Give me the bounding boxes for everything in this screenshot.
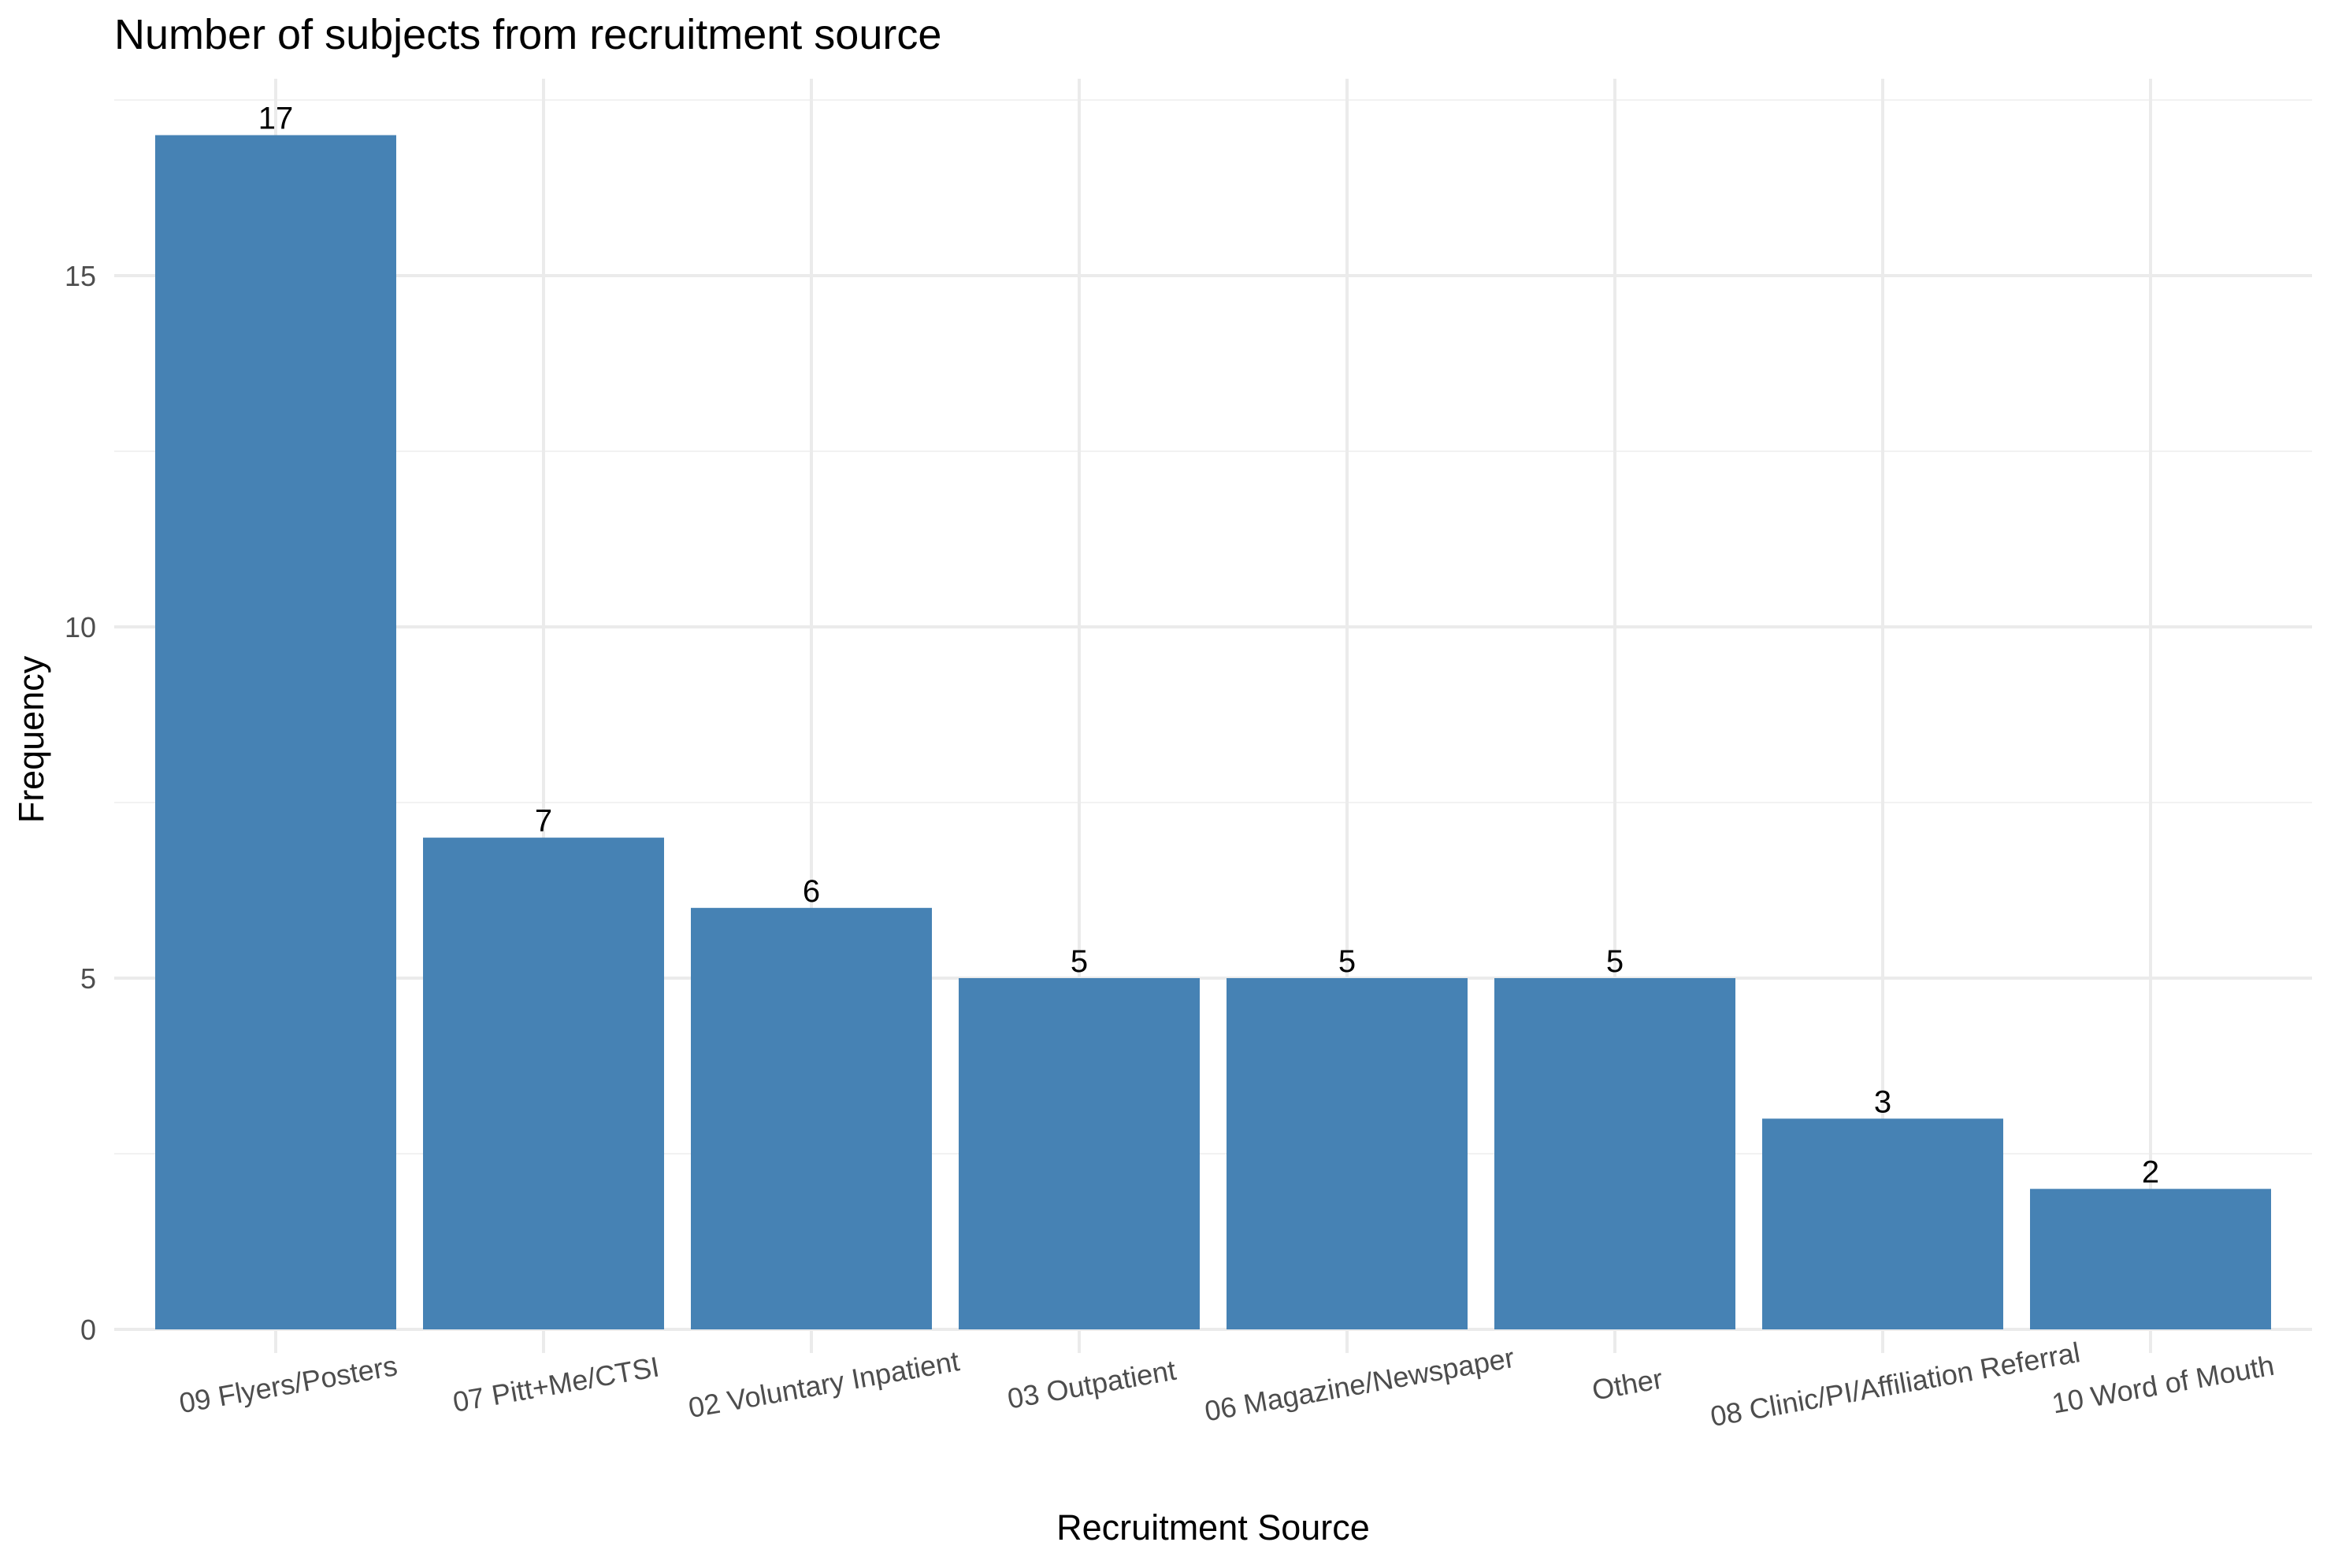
- y-tick-label: 5: [80, 962, 96, 995]
- bar: [2030, 1188, 2271, 1329]
- bars: [155, 135, 2271, 1330]
- bar: [1227, 978, 1468, 1329]
- bar-value-label: 5: [1071, 944, 1088, 979]
- bar-value-label: 7: [535, 804, 552, 839]
- x-tick-label: 02 Voluntary Inpatient: [686, 1344, 962, 1424]
- y-tick-label: 0: [80, 1314, 96, 1346]
- y-tick-label: 15: [65, 260, 96, 292]
- bar: [1762, 1118, 2003, 1329]
- x-tick-label: 10 Word of Mouth: [2050, 1349, 2277, 1420]
- x-tick-label: 08 Clinic/PI/Affiliation Referral: [1708, 1336, 2082, 1433]
- bar-value-label: 3: [1874, 1084, 1891, 1119]
- bar-value-labels: 17 7 6 5 5 5 3 2: [258, 102, 2159, 1190]
- x-tick-label: 03 Outpatient: [1005, 1354, 1178, 1415]
- bar-value-label: 5: [1606, 944, 1624, 979]
- x-tick-label: 06 Magazine/Newspaper: [1202, 1341, 1516, 1428]
- chart-title: Number of subjects from recruitment sour…: [114, 11, 941, 58]
- x-axis-title: Recruitment Source: [1056, 1507, 1370, 1548]
- y-axis-title: Frequency: [11, 655, 51, 823]
- bar-value-label: 6: [803, 874, 820, 909]
- bar-value-label: 5: [1338, 944, 1356, 979]
- y-tick-label: 10: [65, 611, 96, 643]
- bar-value-label: 17: [258, 102, 294, 136]
- x-tick-label: 09 Flyers/Posters: [176, 1349, 399, 1419]
- bar: [691, 907, 932, 1329]
- bar: [1494, 978, 1735, 1329]
- bar: [155, 135, 396, 1330]
- x-tick-label: 07 Pitt+Me/CTSI: [451, 1350, 662, 1418]
- y-axis-ticks: 0 5 10 15: [65, 260, 96, 1346]
- bar-value-label: 2: [2142, 1155, 2159, 1190]
- x-tick-label: Other: [1590, 1362, 1665, 1407]
- bar: [423, 837, 664, 1329]
- x-axis-ticks: 09 Flyers/Posters 07 Pitt+Me/CTSI 02 Volun…: [176, 1336, 2277, 1433]
- bar: [959, 978, 1200, 1329]
